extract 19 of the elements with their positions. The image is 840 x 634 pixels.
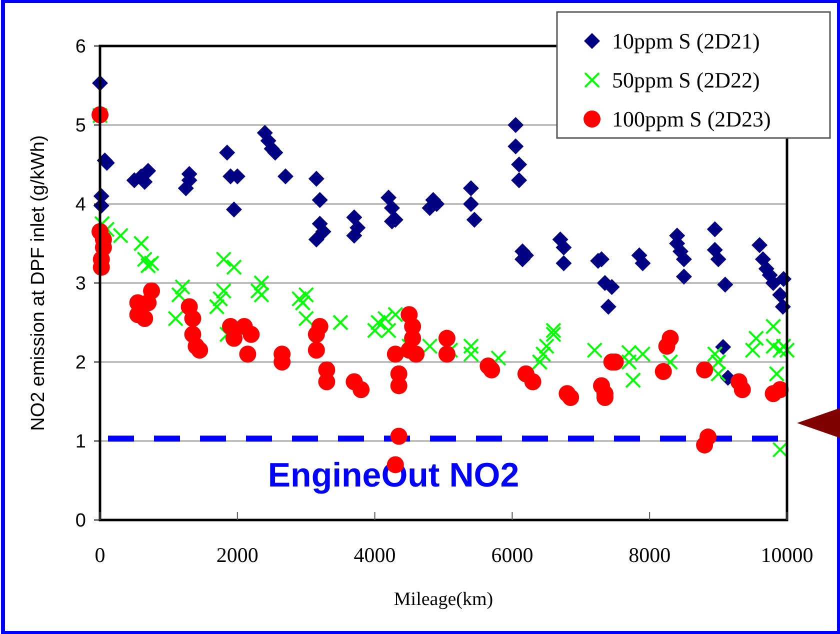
x-tick-label: 8000	[628, 543, 671, 567]
y-tick-label: 0	[75, 510, 86, 532]
y-axis-title: NO2 emission at DPF inlet (g/kWh)	[28, 135, 49, 431]
legend-label: 100ppm S (2D23)	[612, 106, 771, 132]
x-tick-label: 0	[94, 543, 106, 567]
y-tick-label: 2	[75, 352, 86, 374]
x-tick-label: 4000	[354, 543, 396, 567]
legend-label: 10ppm S (2D21)	[612, 28, 760, 54]
y-tick-label: 5	[75, 116, 86, 137]
y-tick-label: 6	[75, 36, 86, 58]
ref-line-label: EngineOut NO2	[268, 456, 520, 495]
y-tick-label: 1	[75, 432, 86, 453]
y-tick-label: 4	[75, 194, 86, 216]
legend-label: 50ppm S (2D22)	[612, 68, 760, 93]
x-tick-label: 6000	[491, 543, 534, 567]
y-tick-label: 3	[75, 274, 86, 295]
x-tick-label: 2000	[216, 543, 258, 567]
x-axis-title: Mileage(km)	[394, 589, 494, 610]
x-tick-label: 10000	[760, 543, 814, 567]
